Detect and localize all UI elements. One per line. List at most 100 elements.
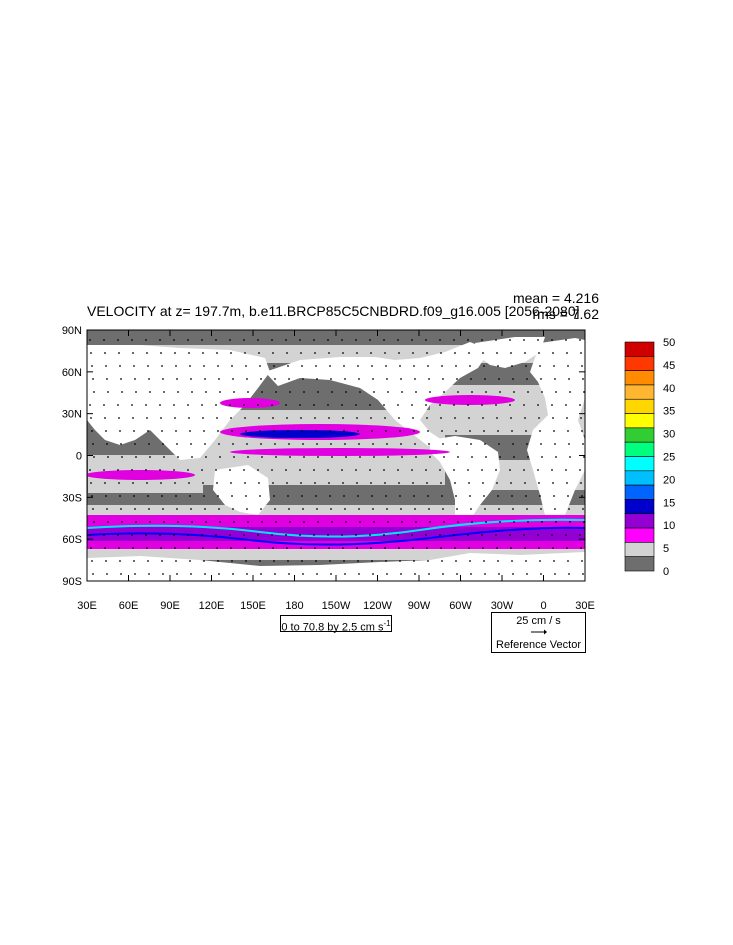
vector-mark: [456, 378, 458, 380]
vector-mark: [373, 456, 375, 458]
vector-mark: [524, 352, 526, 354]
vector-mark: [117, 534, 119, 536]
vector-mark: [160, 547, 162, 549]
vector-mark: [383, 339, 385, 341]
vector-mark: [510, 482, 512, 484]
vector-mark: [233, 521, 235, 523]
vector-mark: [105, 560, 107, 562]
vector-mark: [566, 547, 568, 549]
colorbar-swatch: [624, 341, 655, 357]
vector-mark: [91, 560, 93, 562]
vector-mark: [537, 339, 539, 341]
vector-mark: [453, 534, 455, 536]
vector-mark: [481, 404, 483, 406]
vector-mark: [540, 378, 542, 380]
colorbar-label: 20: [663, 474, 675, 486]
vector-mark: [216, 547, 218, 549]
vector-mark: [288, 573, 290, 575]
vector-mark: [358, 378, 360, 380]
vector-mark: [554, 573, 556, 575]
vector-mark: [103, 339, 105, 341]
vector-mark: [554, 508, 556, 510]
vector-mark: [454, 547, 456, 549]
vector-mark: [273, 495, 275, 497]
vector-mark: [314, 547, 316, 549]
vector-mark: [510, 352, 512, 354]
vector-mark: [231, 365, 233, 367]
vector-mark: [429, 456, 431, 458]
vector-mark: [187, 534, 189, 536]
vector-mark: [90, 547, 92, 549]
vector-mark: [523, 534, 525, 536]
vector-mark: [104, 417, 106, 419]
lat-label: 90N: [62, 325, 82, 337]
vector-mark: [385, 430, 387, 432]
vector-mark: [133, 560, 135, 562]
vector-mark: [190, 378, 192, 380]
vector-mark: [272, 482, 274, 484]
vector-mark: [205, 521, 207, 523]
equatorial-undercurrent: [230, 448, 450, 456]
vector-mark: [273, 365, 275, 367]
vector-mark: [188, 352, 190, 354]
vector-mark: [162, 573, 164, 575]
vector-mark: [329, 560, 331, 562]
colorbar-label: 25: [663, 452, 675, 464]
vector-mark: [553, 430, 555, 432]
vector-mark: [498, 443, 500, 445]
lat-label: 60N: [62, 367, 82, 379]
vector-mark: [357, 560, 359, 562]
vector-mark: [258, 417, 260, 419]
vector-mark: [316, 443, 318, 445]
vector-mark: [513, 391, 515, 393]
vector-mark: [161, 365, 163, 367]
vector-mark: [272, 417, 274, 419]
vector-mark: [372, 443, 374, 445]
vector-mark: [149, 521, 151, 523]
vector-mark: [119, 495, 121, 497]
vector-mark: [260, 443, 262, 445]
vector-mark: [233, 391, 235, 393]
reference-vector-label: Reference Vector: [496, 639, 581, 651]
vector-mark: [383, 534, 385, 536]
vector-mark: [315, 365, 317, 367]
africa-europe-land: [527, 338, 585, 528]
vector-mark: [495, 404, 497, 406]
vector-mark: [527, 521, 529, 523]
vector-mark: [538, 482, 540, 484]
vector-mark: [258, 547, 260, 549]
vector-mark: [204, 443, 206, 445]
vector-mark: [481, 469, 483, 471]
vector-mark: [539, 495, 541, 497]
vector-mark: [300, 352, 302, 354]
vector-mark: [541, 391, 543, 393]
vector-mark: [288, 378, 290, 380]
vector-mark: [541, 456, 543, 458]
vector-mark: [400, 573, 402, 575]
vector-mark: [301, 365, 303, 367]
greenland-land: [475, 337, 545, 368]
vector-mark: [371, 430, 373, 432]
vector-mark: [426, 417, 428, 419]
vector-mark: [229, 534, 231, 536]
vector-mark: [513, 521, 515, 523]
vector-mark: [565, 534, 567, 536]
vector-mark: [149, 391, 151, 393]
vector-mark: [232, 443, 234, 445]
vector-mark: [190, 508, 192, 510]
vector-mark: [342, 482, 344, 484]
vector-mark: [131, 404, 133, 406]
vector-mark: [483, 430, 485, 432]
vector-mark: [243, 404, 245, 406]
vector-mark: [189, 495, 191, 497]
vector-mark: [469, 430, 471, 432]
vector-mark: [509, 534, 511, 536]
vector-mark: [397, 534, 399, 536]
vector-mark: [539, 430, 541, 432]
colorbar-swatch: [624, 470, 655, 486]
vector-mark: [331, 521, 333, 523]
vector-mark: [215, 404, 217, 406]
vector-mark: [370, 482, 372, 484]
vector-mark: [300, 547, 302, 549]
vector-mark: [555, 456, 557, 458]
